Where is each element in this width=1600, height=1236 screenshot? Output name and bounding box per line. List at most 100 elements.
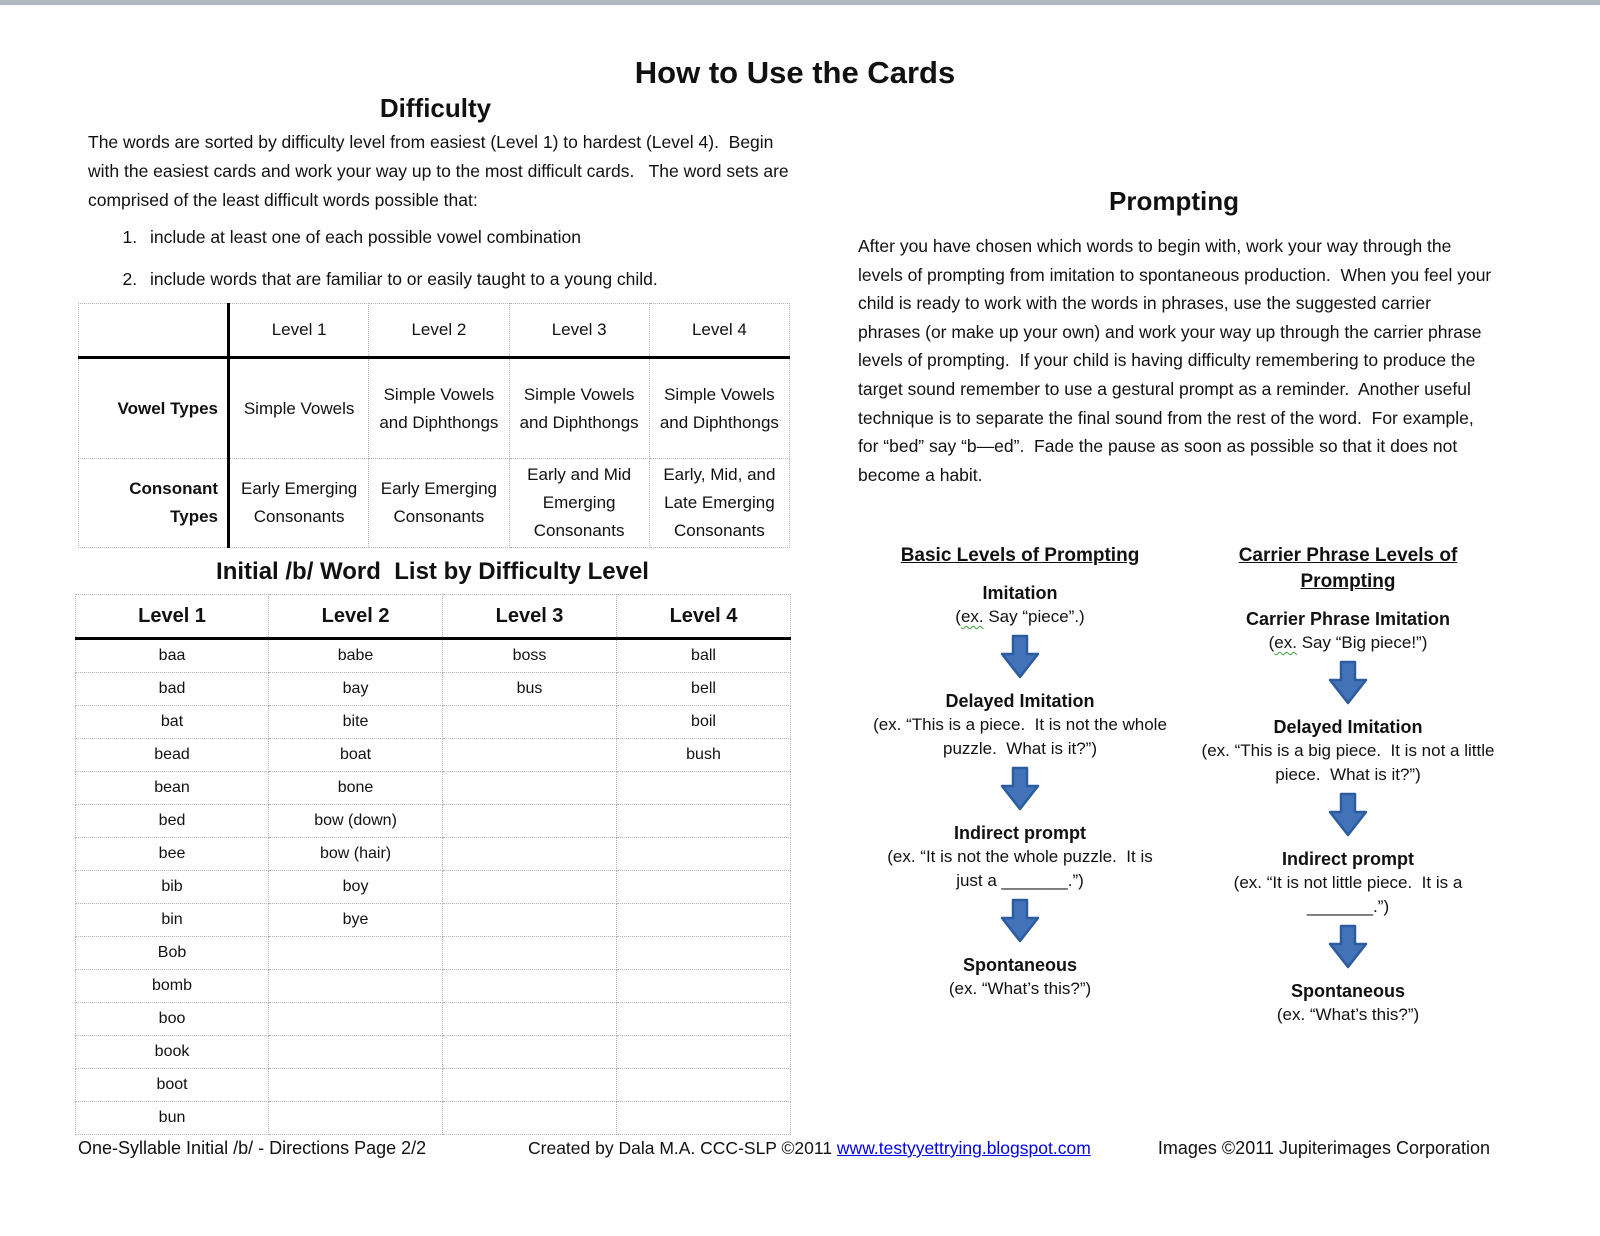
prompting-paragraph: After you have chosen which words to beg… (858, 236, 1497, 485)
word-table-row: boot (74, 1068, 791, 1102)
word-table-row: book (74, 1035, 791, 1069)
word-cell (268, 1101, 444, 1135)
word-table-row: boo (74, 1002, 791, 1036)
difficulty-table-column-header: Level 2 (368, 303, 510, 359)
prompting-heading: Prompting (1109, 186, 1239, 216)
word-cell: boat (268, 738, 444, 772)
word-cell: bell (616, 672, 791, 706)
word-table-row: bomb (74, 969, 791, 1003)
word-cell (268, 1002, 444, 1036)
word-cell: bow (hair) (268, 837, 444, 871)
spellcheck-underline: ex. (1274, 633, 1297, 652)
flowchart-step-example: (ex. “It is not little piece. It is a __… (1233, 873, 1468, 916)
down-arrow-icon (872, 766, 1168, 817)
flowchart-step-label: Delayed Imitation (945, 691, 1095, 711)
difficulty-paragraph: The words are sorted by difficulty level… (88, 132, 794, 210)
flowchart-step-label: Carrier Phrase Imitation (1245, 609, 1451, 629)
flowchart-title: Basic Levels of Prompting (900, 545, 1140, 566)
difficulty-table-row-label: Vowel Types (78, 357, 230, 459)
word-table-row: bin bye (74, 903, 791, 937)
flowchart-step-label: Spontaneous (962, 955, 1077, 975)
word-table-row: Bob (74, 936, 791, 970)
flowchart-step-label: Imitation (982, 583, 1058, 603)
word-cell: book (74, 1035, 270, 1069)
window-top-edge (0, 0, 1600, 5)
word-cell: bow (down) (268, 804, 444, 838)
word-cell: bean (74, 771, 270, 805)
footer-credit-text: Created by Dala M.A. CCC-SLP ©2011 (528, 1138, 837, 1158)
word-cell: bead (74, 738, 270, 772)
difficulty-criteria-item: include words that are familiar to or ea… (142, 268, 832, 290)
word-table-row: bead boat bush (74, 738, 791, 772)
difficulty-table-column-header: Level 1 (227, 303, 370, 359)
flowchart-step-example: (ex. “It is not the whole puzzle. It is … (887, 847, 1158, 890)
word-table-row: bee bow (hair) (74, 837, 791, 871)
down-arrow-icon (1192, 660, 1504, 711)
word-table-column-header: Level 2 (268, 594, 444, 640)
word-list-heading: Initial /b/ Word List by Difficulty Leve… (216, 558, 649, 585)
flowchart-step: Indirect prompt (ex. “It is not little pi… (1192, 847, 1504, 919)
difficulty-table: Level 1 Level 2 Level 3 Level 4 Vowel Types… (78, 303, 791, 548)
difficulty-heading: Difficulty (379, 93, 492, 123)
difficulty-table-column-header: Level 3 (508, 303, 650, 359)
word-cell: boo (74, 1002, 270, 1036)
word-cell: bat (74, 705, 270, 739)
word-cell: bye (268, 903, 444, 937)
difficulty-table-cell: Simple Vowels and Diphthongs (368, 357, 510, 459)
word-cell (442, 870, 618, 904)
word-cell (442, 936, 618, 970)
flowchart-title: Carrier Phrase Levels of Prompting (1238, 545, 1458, 592)
carrier-prompting-flowchart: Carrier Phrase Levels of Prompting Carrie… (1192, 543, 1504, 1027)
difficulty-table-row: Vowel Types Simple Vowels Simple Vowels an… (78, 357, 791, 459)
word-cell (442, 837, 618, 871)
difficulty-criteria-list: include at least one of each possible vo… (95, 226, 832, 310)
difficulty-table-cell: Simple Vowels (227, 357, 370, 459)
word-cell: bed (74, 804, 270, 838)
difficulty-table-corner-cell (78, 303, 230, 359)
flowchart-step-example: (ex. Say “piece”.) (955, 607, 1085, 626)
word-cell (442, 1035, 618, 1069)
difficulty-table-cell: Early Emerging Consonants (227, 458, 370, 548)
word-cell (268, 969, 444, 1003)
word-cell: bun (74, 1101, 270, 1135)
difficulty-table-header: Level 1 Level 2 Level 3 Level 4 (78, 303, 791, 359)
word-cell: bay (268, 672, 444, 706)
word-cell (616, 903, 791, 937)
word-cell (616, 1068, 791, 1102)
flowchart-step: Spontaneous (ex. “What’s this?”) (872, 953, 1168, 1001)
flowchart-step: Imitation (ex. Say “piece”.) (872, 581, 1168, 629)
word-cell: boot (74, 1068, 270, 1102)
word-cell: ball (616, 638, 791, 673)
word-cell (442, 1002, 618, 1036)
word-table-row: bad bay bus bell (74, 672, 791, 706)
word-cell (268, 936, 444, 970)
word-cell (616, 804, 791, 838)
word-table-column-header: Level 3 (442, 594, 618, 640)
word-list-table-header: Level 1 Level 2 Level 3 Level 4 (74, 594, 791, 640)
word-table-row: bean bone (74, 771, 791, 805)
footer-blog-link[interactable]: www.testyyettrying.blogspot.com (836, 1138, 1091, 1158)
down-arrow-icon (872, 634, 1168, 685)
word-cell (616, 1002, 791, 1036)
word-cell: bad (74, 672, 270, 706)
difficulty-table-cell: Early and Mid Emerging Consonants (508, 458, 650, 548)
page-footer: One-Syllable Initial /b/ - Directions Pa… (0, 1138, 1600, 1168)
word-cell (616, 936, 791, 970)
word-cell (442, 1068, 618, 1102)
word-cell (442, 969, 618, 1003)
word-cell: babe (268, 638, 444, 673)
down-arrow-icon (1192, 924, 1504, 975)
difficulty-criteria-item: include at least one of each possible vo… (142, 226, 832, 248)
prompting-flowcharts: Basic Levels of Prompting Imitation (ex. S… (872, 543, 1504, 1027)
word-cell: boy (268, 870, 444, 904)
flowchart-step: Delayed Imitation (ex. “This is a big pie… (1192, 715, 1504, 787)
word-cell (616, 1101, 791, 1135)
down-arrow-icon (1192, 792, 1504, 843)
word-cell (268, 1068, 444, 1102)
flowchart-step-example: (ex. “This is a big piece. It is not a l… (1201, 741, 1500, 784)
flowchart-step: Spontaneous (ex. “What’s this?”) (1192, 979, 1504, 1027)
word-cell (442, 1101, 618, 1135)
flowchart-step-label: Spontaneous (1290, 981, 1405, 1001)
difficulty-table-cell: Early Emerging Consonants (368, 458, 510, 548)
word-cell: bin (74, 903, 270, 937)
